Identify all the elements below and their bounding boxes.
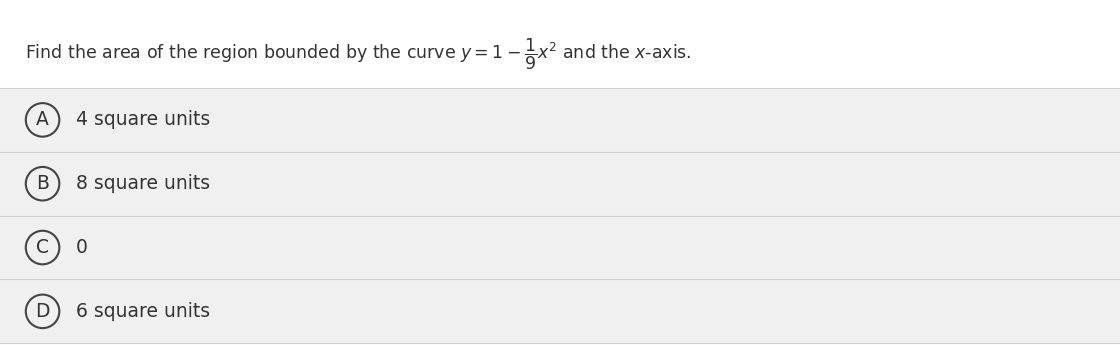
Point bbox=[34, 117, 52, 122]
FancyBboxPatch shape bbox=[0, 88, 1120, 152]
Point bbox=[34, 245, 52, 250]
Text: 4 square units: 4 square units bbox=[76, 110, 211, 129]
Text: Find the area of the region bounded by the curve $y = 1 - \dfrac{1}{9}x^2$ and t: Find the area of the region bounded by t… bbox=[25, 36, 691, 72]
Text: A: A bbox=[36, 110, 49, 129]
Text: 8 square units: 8 square units bbox=[76, 174, 211, 193]
Text: 6 square units: 6 square units bbox=[76, 302, 211, 321]
Text: C: C bbox=[36, 238, 49, 257]
FancyBboxPatch shape bbox=[0, 279, 1120, 343]
Text: B: B bbox=[36, 174, 49, 193]
Point bbox=[34, 308, 52, 314]
Text: 0: 0 bbox=[76, 238, 88, 257]
Text: D: D bbox=[36, 302, 49, 321]
Point bbox=[34, 181, 52, 186]
FancyBboxPatch shape bbox=[0, 152, 1120, 216]
FancyBboxPatch shape bbox=[0, 216, 1120, 279]
